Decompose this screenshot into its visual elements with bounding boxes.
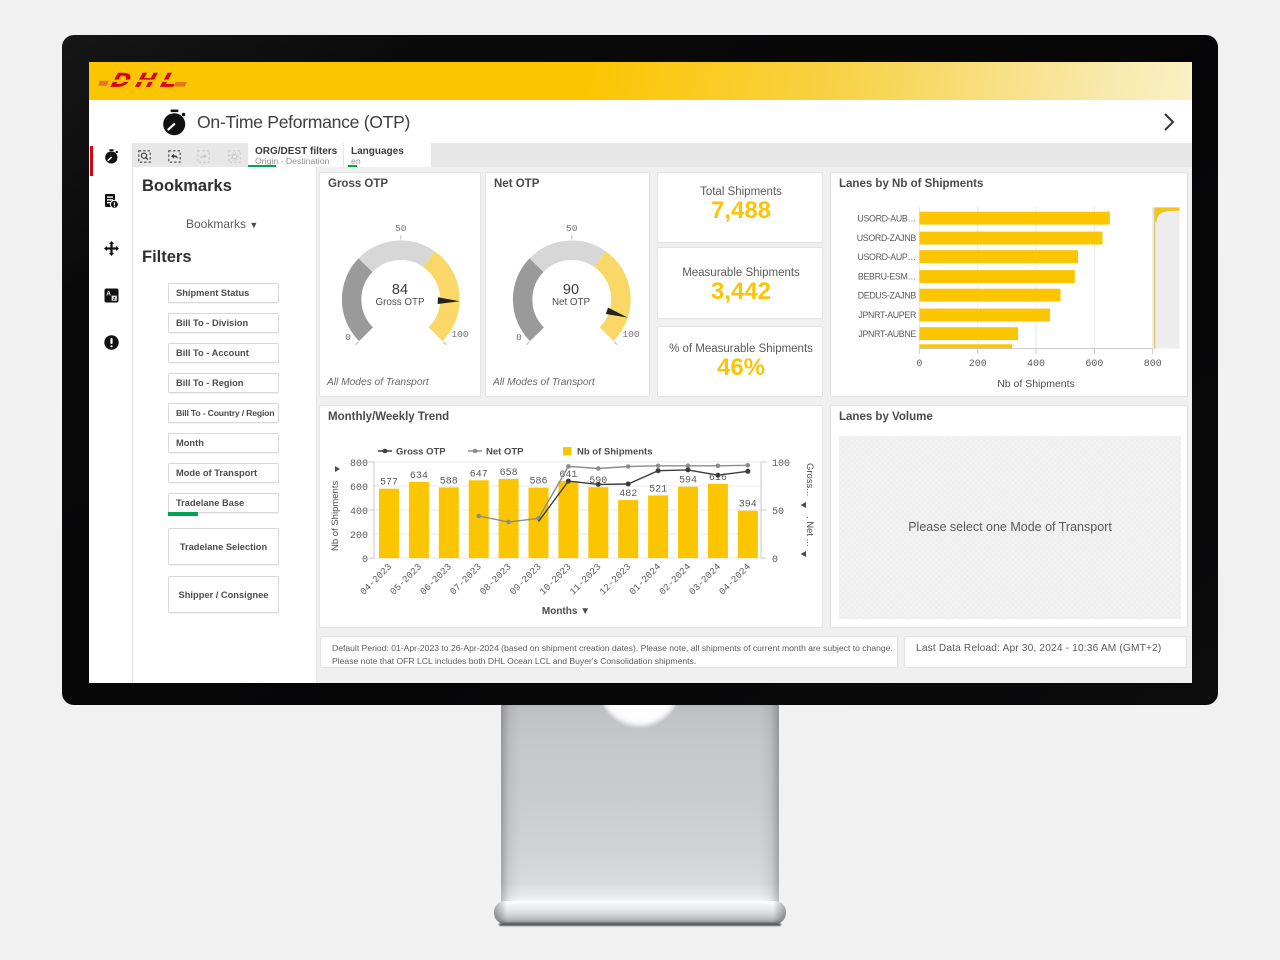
svg-text:Gross...: Gross... bbox=[804, 463, 815, 496]
svg-text:90: 90 bbox=[563, 282, 579, 298]
svg-text:USORD-ZAJNB: USORD-ZAJNB bbox=[857, 233, 917, 243]
svg-text:84: 84 bbox=[392, 282, 408, 298]
svg-text:Nb of Shipments: Nb of Shipments bbox=[330, 481, 341, 551]
svg-text:Net OTP: Net OTP bbox=[486, 447, 524, 458]
svg-text:BEBRU-ESM…: BEBRU-ESM… bbox=[858, 272, 916, 282]
svg-text:600: 600 bbox=[1085, 359, 1103, 370]
svg-text:0: 0 bbox=[772, 555, 778, 566]
svg-text:521: 521 bbox=[649, 484, 667, 495]
svg-text:01-2024: 01-2024 bbox=[627, 561, 663, 597]
svg-text:USORD-AUB…: USORD-AUB… bbox=[857, 213, 916, 223]
svg-text:800: 800 bbox=[1144, 359, 1162, 370]
svg-text:05-2023: 05-2023 bbox=[388, 561, 424, 597]
svg-text:634: 634 bbox=[410, 471, 428, 482]
svg-text:JPNRT-AUBNE: JPNRT-AUBNE bbox=[858, 329, 916, 339]
svg-text:A: A bbox=[106, 290, 111, 297]
svg-text:Nb of Shipments: Nb of Shipments bbox=[997, 378, 1075, 390]
svg-text:0: 0 bbox=[516, 332, 522, 343]
svg-text:200: 200 bbox=[969, 359, 987, 370]
svg-text:590: 590 bbox=[589, 476, 607, 487]
svg-text:394: 394 bbox=[739, 500, 757, 511]
svg-text:100: 100 bbox=[772, 459, 790, 470]
svg-text:400: 400 bbox=[1027, 359, 1045, 370]
svg-text:50: 50 bbox=[395, 223, 407, 234]
svg-text:10-2023: 10-2023 bbox=[538, 561, 574, 597]
svg-text:0: 0 bbox=[345, 332, 351, 343]
svg-text:02-2024: 02-2024 bbox=[657, 561, 693, 597]
svg-text:06-2023: 06-2023 bbox=[418, 561, 454, 597]
svg-text:647: 647 bbox=[470, 469, 488, 480]
svg-text:Gross OTP: Gross OTP bbox=[396, 447, 446, 458]
svg-text:08-2023: 08-2023 bbox=[478, 561, 514, 597]
svg-text:0: 0 bbox=[362, 555, 368, 566]
svg-text:Nb of Shipments: Nb of Shipments bbox=[577, 447, 652, 458]
svg-text:588: 588 bbox=[440, 476, 458, 487]
svg-text:200: 200 bbox=[350, 531, 368, 542]
svg-text:482: 482 bbox=[619, 489, 637, 500]
svg-text:. Net ...: . Net ... bbox=[804, 516, 815, 547]
svg-text:09-2023: 09-2023 bbox=[508, 561, 544, 597]
svg-text:100: 100 bbox=[451, 329, 468, 340]
svg-text:586: 586 bbox=[529, 477, 547, 488]
svg-text:04-2023: 04-2023 bbox=[358, 561, 394, 597]
svg-text:11-2023: 11-2023 bbox=[567, 561, 603, 597]
svg-text:658: 658 bbox=[500, 468, 518, 479]
svg-text:JPNRT-AUPER: JPNRT-AUPER bbox=[858, 310, 916, 320]
svg-text:600: 600 bbox=[350, 483, 368, 494]
svg-text:z: z bbox=[113, 296, 116, 302]
svg-text:616: 616 bbox=[709, 473, 727, 484]
svg-text:50: 50 bbox=[566, 223, 578, 234]
svg-text:100: 100 bbox=[622, 329, 639, 340]
svg-text:12-2023: 12-2023 bbox=[597, 561, 633, 597]
svg-text:400: 400 bbox=[350, 507, 368, 518]
svg-text:07-2023: 07-2023 bbox=[448, 561, 484, 597]
svg-text:0: 0 bbox=[916, 359, 922, 370]
svg-text:50: 50 bbox=[772, 507, 784, 518]
svg-text:USORD-AUP…: USORD-AUP… bbox=[857, 252, 916, 262]
svg-text:Gross OTP: Gross OTP bbox=[376, 297, 425, 308]
svg-text:DEDUS-ZAJNB: DEDUS-ZAJNB bbox=[858, 290, 917, 300]
svg-text:Net OTP: Net OTP bbox=[552, 297, 591, 308]
svg-text:641: 641 bbox=[559, 470, 577, 481]
svg-text:03-2024: 03-2024 bbox=[687, 561, 723, 597]
svg-text:Months ▼: Months ▼ bbox=[542, 606, 590, 617]
svg-text:577: 577 bbox=[380, 478, 398, 489]
svg-text:594: 594 bbox=[679, 476, 697, 487]
svg-text:04-2024: 04-2024 bbox=[717, 561, 753, 597]
svg-text:800: 800 bbox=[350, 459, 368, 470]
